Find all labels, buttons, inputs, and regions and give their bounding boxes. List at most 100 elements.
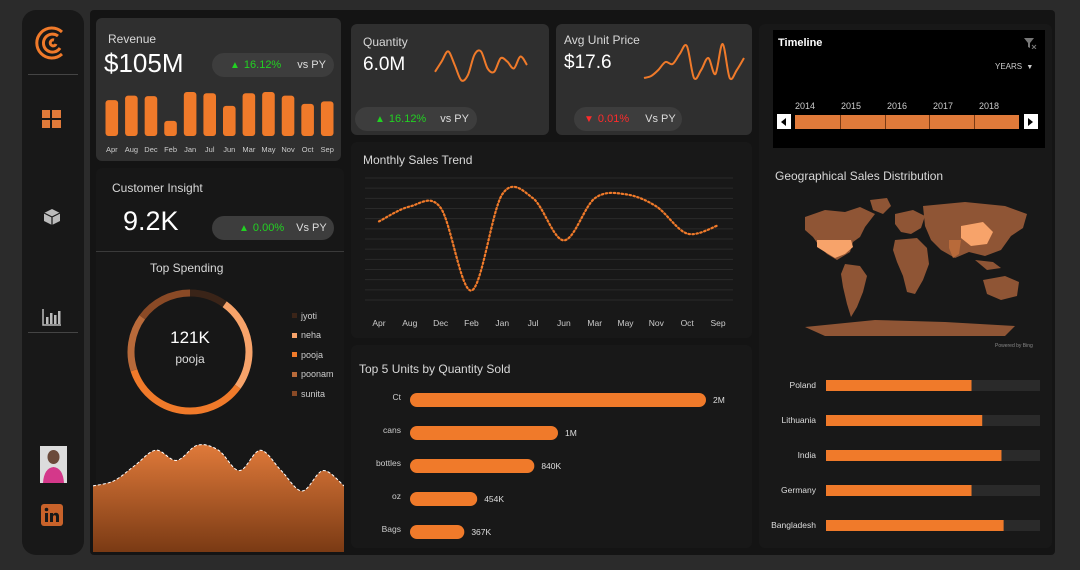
geo-category-label: Lithuania	[781, 415, 816, 425]
revenue-tick-label: Jul	[205, 145, 215, 154]
legend-label: jyoti	[301, 310, 318, 321]
quantity-change: 16.12%	[388, 113, 427, 125]
top-units-card: Top 5 Units by Quantity Sold Ct 2M cans 1M b…	[351, 345, 752, 548]
legend-label: neha	[301, 330, 322, 341]
map-antarctica	[805, 320, 1015, 336]
top-units-bar-chart: Ct 2M cans 1M bottles 840K oz 454K Bags 367K	[376, 392, 725, 539]
legend-label: sunita	[301, 388, 326, 399]
chevron-down-icon: ▼	[1026, 64, 1034, 71]
geo-category-label: Germany	[781, 485, 817, 495]
donut-slice-poonam	[127, 315, 146, 372]
timeline-year[interactable]: 2017	[933, 101, 954, 111]
revenue-bar	[242, 93, 256, 136]
avg-price-sparkline	[643, 42, 745, 81]
timeline-slicer[interactable]: Timeline YEARS ▼ 2014 2015 2016 2017 2018	[773, 30, 1045, 148]
trend-tick-label: Oct	[681, 318, 695, 328]
map-islands	[975, 260, 1001, 270]
revenue-change: 16.12%	[243, 59, 282, 71]
units-category-label: oz	[392, 491, 401, 501]
revenue-bar-chart: Apr Aug Dec Feb Jan Jul Jun Mar May Nov Oct Sep	[105, 92, 334, 154]
units-value-label: 1M	[565, 428, 577, 438]
units-category-label: Bags	[382, 524, 401, 534]
top-spending-title: Top Spending	[150, 261, 224, 275]
units-bar	[410, 426, 558, 440]
trend-tick-label: Sep	[710, 318, 725, 328]
box-icon[interactable]	[43, 208, 61, 226]
units-value-label: 2M	[713, 395, 725, 405]
trend-tick-label: Jul	[528, 318, 539, 328]
timeline-unit: YEARS	[995, 62, 1023, 71]
clear-filter-icon[interactable]	[1023, 36, 1037, 54]
top-units-title: Top 5 Units by Quantity Sold	[359, 362, 511, 376]
map-africa	[893, 238, 929, 294]
quantity-sparkline	[434, 49, 528, 82]
legend-label: poonam	[301, 369, 334, 380]
top-spending-legend: jyoti neha pooja poonam sunita	[292, 306, 334, 404]
area-outline	[93, 444, 344, 492]
timeline-year[interactable]: 2015	[841, 101, 862, 111]
geo-bar-chart: Poland Lithuania India Germany Bangladesh	[771, 380, 1040, 531]
right-panel: Timeline YEARS ▼ 2014 2015 2016 2017 2018 Ge…	[759, 24, 1052, 548]
revenue-bar	[144, 96, 158, 136]
customer-area-chart	[93, 444, 344, 552]
map-europe	[895, 210, 925, 234]
up-arrow-icon: ▲	[375, 113, 385, 125]
timeline-divider	[929, 115, 931, 129]
timeline-unit-dropdown[interactable]: YEARS ▼	[995, 62, 1033, 71]
geo-bar	[826, 485, 972, 496]
sidebar	[22, 10, 84, 555]
dashboard-icon[interactable]	[42, 110, 62, 128]
customer-card: Customer Insight 9.2K ▲ 0.00% Vs PY Top …	[93, 168, 344, 552]
map-attribution: Powered by Bing	[995, 343, 1033, 349]
map-china	[961, 222, 993, 246]
geo-bar	[826, 415, 983, 426]
timeline-year[interactable]: 2016	[887, 101, 908, 111]
avg-price-sparkline-path	[643, 42, 745, 81]
geo-category-label: Poland	[790, 380, 817, 390]
timeline-range[interactable]	[795, 115, 1019, 129]
units-bar	[410, 492, 478, 506]
linkedin-icon[interactable]	[41, 504, 63, 526]
timeline-scroll-right[interactable]	[1024, 114, 1038, 129]
geo-bar	[826, 450, 1002, 461]
timeline-year[interactable]: 2014	[795, 101, 816, 111]
world-map	[805, 198, 1027, 336]
revenue-bar	[320, 101, 334, 136]
revenue-bar	[262, 92, 275, 136]
timeline-years: 2014 2015 2016 2017 2018	[795, 101, 1025, 113]
bar-chart-icon[interactable]	[42, 308, 62, 326]
timeline-scroll-left[interactable]	[777, 114, 791, 129]
trend-tick-label: Aug	[402, 318, 417, 328]
logo-icon	[32, 22, 72, 62]
revenue-compare: vs PY	[297, 59, 326, 71]
revenue-tick-label: Oct	[302, 145, 315, 154]
quantity-value: 6.0M	[363, 54, 406, 75]
quantity-sparkline-path	[434, 49, 528, 82]
legend-item: pooja	[292, 345, 334, 365]
legend-swatch	[292, 313, 297, 319]
down-arrow-icon: ▼	[584, 113, 594, 125]
trend-tick-label: Nov	[649, 318, 665, 328]
revenue-bar	[203, 93, 216, 136]
revenue-change-pill: ▲ 16.12% vs PY	[212, 53, 334, 77]
revenue-tick-label: Sep	[321, 145, 334, 154]
revenue-tick-label: Jan	[184, 145, 196, 154]
avg-price-value: $17.6	[564, 52, 612, 73]
timeline-year[interactable]: 2018	[979, 101, 1000, 111]
units-category-label: bottles	[376, 458, 401, 468]
avg-price-change: 0.01%	[597, 113, 630, 125]
quantity-compare: vs PY	[440, 113, 469, 125]
revenue-bar	[125, 95, 138, 136]
map-australia	[983, 276, 1019, 300]
revenue-bar	[301, 103, 314, 136]
units-value-label: 367K	[471, 527, 491, 537]
avatar[interactable]	[40, 446, 67, 483]
monthly-trend-title: Monthly Sales Trend	[363, 153, 473, 167]
trend-tick-label: Jun	[557, 318, 571, 328]
timeline-divider	[839, 115, 841, 129]
revenue-bar	[281, 95, 295, 136]
timeline-divider	[884, 115, 886, 129]
revenue-tick-label: Jun	[223, 145, 235, 154]
up-arrow-icon: ▲	[239, 222, 249, 234]
revenue-bar	[183, 92, 197, 136]
